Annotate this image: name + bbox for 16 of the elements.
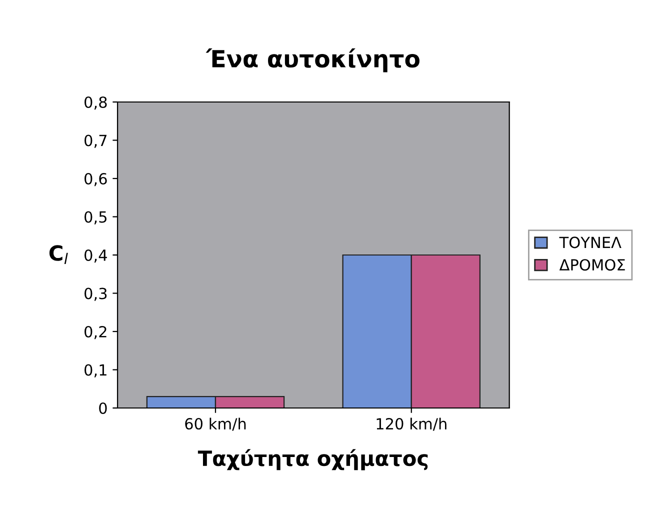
y-tick-label: 0,6: [84, 172, 107, 186]
y-axis-title: C$_{l}$: [49, 245, 68, 264]
y-tick-label: 0,4: [84, 249, 107, 263]
x-axis-title: Ταχύτητα οχήματος: [198, 449, 428, 470]
y-tick-label: 0,1: [84, 364, 106, 378]
x-tick-label: 60 km/h: [185, 418, 246, 431]
y-tick-label: 0,5: [84, 211, 106, 224]
y-tick-label: 0,3: [84, 288, 107, 301]
y-tick-label: 0,2: [84, 326, 106, 340]
y-tick-label: 0,8: [84, 96, 107, 110]
y-tick-label: 0: [99, 402, 107, 414]
x-tick-label: 120 km/h: [376, 418, 446, 431]
legend-label: ΔΡΟΜΟΣ: [559, 259, 625, 271]
chart-title: Ένα αυτοκίνητο: [206, 48, 420, 72]
y-tick-label: 0,7: [84, 134, 107, 148]
legend-label: ΤΟΥΝΕΛ: [559, 236, 622, 248]
